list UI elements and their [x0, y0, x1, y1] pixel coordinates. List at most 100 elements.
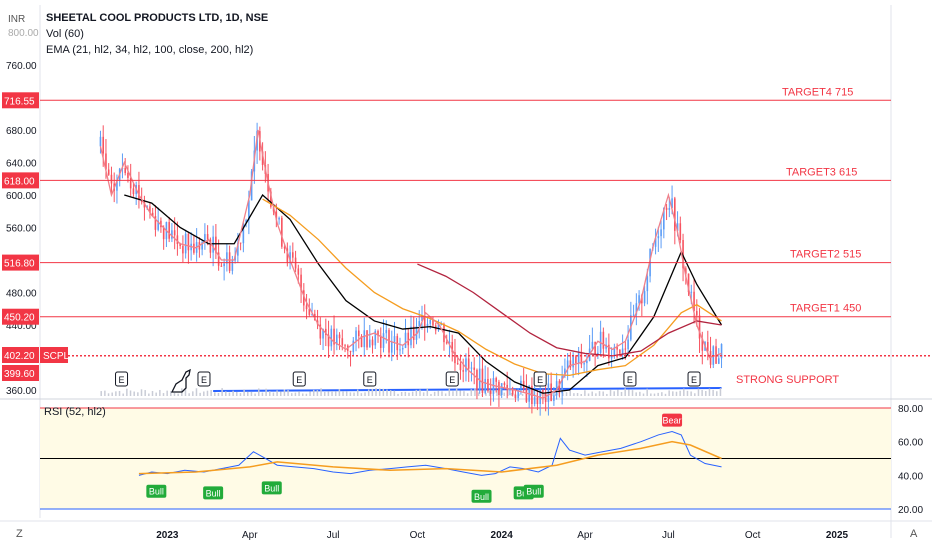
volume-bar — [283, 389, 286, 396]
price-candle-body — [325, 328, 327, 335]
volume-bar — [393, 390, 396, 396]
price-candle-body — [286, 248, 289, 262]
price-candle-body — [542, 389, 544, 394]
volume-bar — [459, 390, 462, 396]
volume-bar — [694, 393, 696, 396]
signal-label: Bull — [474, 492, 489, 502]
price-axis-tag — [2, 92, 39, 109]
price-candle-body — [506, 384, 508, 391]
price-candle-body — [289, 252, 291, 262]
price-candle-body — [278, 217, 280, 220]
symbol-tag — [40, 347, 68, 363]
earnings-marker-label: E — [627, 375, 633, 385]
volume-bar — [639, 391, 641, 396]
volume-bar — [499, 388, 502, 396]
price-candle-body — [572, 356, 574, 368]
price-candle-body — [201, 242, 203, 250]
price-tick-label: 640.00 — [6, 159, 37, 170]
price-candle-body — [124, 167, 126, 173]
volume-bar — [397, 393, 399, 396]
volume-bar — [342, 391, 344, 396]
price-candle-body — [382, 333, 385, 348]
volume-bar — [444, 393, 447, 396]
price-candle-body — [685, 268, 687, 274]
volume-bar — [576, 393, 579, 396]
volume-bar — [338, 388, 341, 396]
volume-bar — [719, 388, 722, 396]
volume-bar — [565, 392, 568, 396]
volume-bar — [686, 390, 689, 396]
price-candle-body — [624, 348, 627, 350]
price-candle-body — [399, 349, 401, 351]
price-candle-body — [184, 233, 187, 254]
volume-bar — [496, 390, 498, 396]
volume-bar — [111, 392, 113, 396]
earnings-marker — [445, 371, 459, 387]
volume-bar — [276, 390, 278, 396]
volume-bar — [320, 388, 322, 396]
price-candle-body — [690, 291, 693, 293]
currency-label: INR — [8, 14, 26, 25]
volume-bar — [166, 390, 168, 396]
price-candle-body — [349, 350, 352, 353]
volume-bar — [258, 388, 260, 396]
price-candle-body — [440, 323, 443, 325]
signal-label: Bear — [663, 416, 682, 426]
price-candle-body — [561, 376, 563, 394]
price-candle-body — [481, 368, 484, 393]
volume-bar — [679, 390, 681, 396]
price-candle-body — [423, 315, 426, 327]
auto-scale-button[interactable]: A — [910, 528, 918, 540]
price-candle-body — [619, 349, 621, 354]
volume-bar — [628, 389, 630, 396]
signal-label: Bull — [526, 487, 541, 497]
price-candle-body — [99, 136, 102, 147]
volume-bar — [404, 391, 407, 396]
price-tick-label: 480.00 — [6, 289, 37, 300]
price-candle-body — [149, 206, 151, 213]
price-candle-body — [591, 341, 594, 349]
earnings-marker-label: E — [367, 375, 373, 385]
volume-bar — [115, 391, 117, 396]
price-candle-body — [327, 334, 330, 347]
price-candle-body — [107, 169, 110, 175]
price-candle-body — [602, 331, 605, 349]
price-candle-body — [613, 347, 616, 356]
ema-legend: EMA (21, hl2, 34, hl2, 100, close, 200, … — [46, 44, 254, 56]
price-candle-body — [374, 330, 377, 346]
price-candle-body — [498, 381, 500, 395]
volume-bar — [690, 391, 692, 396]
volume-bar — [408, 392, 410, 396]
price-candle-body — [553, 395, 555, 401]
price-candle-body — [698, 315, 701, 339]
timezone-button[interactable]: Z — [16, 528, 23, 540]
price-candle-body — [193, 243, 195, 253]
volume-bar — [203, 391, 205, 396]
ema-21-line — [99, 129, 722, 399]
volume-bar — [236, 392, 238, 396]
price-candle-body — [566, 360, 569, 369]
volume-legend: Vol (60) — [46, 28, 84, 40]
price-candle-body — [360, 336, 363, 348]
price-candle-body — [470, 367, 473, 369]
volume-bar — [331, 391, 333, 396]
volume-bar — [463, 391, 465, 396]
price-candle-body — [462, 370, 465, 372]
price-candle-body — [204, 234, 206, 243]
price-candle-body — [605, 344, 607, 349]
price-candle-body — [338, 334, 341, 339]
volume-bar — [617, 389, 619, 396]
price-candle-body — [671, 198, 673, 208]
price-candle-body — [445, 342, 448, 344]
price-candle-body — [638, 295, 640, 304]
price-axis-tag — [2, 365, 39, 381]
price-candle-body — [281, 217, 283, 247]
price-candle-body — [335, 334, 338, 345]
price-candle-body — [426, 323, 429, 327]
volume-bar — [562, 392, 564, 396]
price-axis-tag — [2, 347, 39, 363]
volume-bar — [642, 393, 645, 396]
price-candle-body — [223, 263, 225, 267]
price-candle-body — [594, 341, 596, 355]
